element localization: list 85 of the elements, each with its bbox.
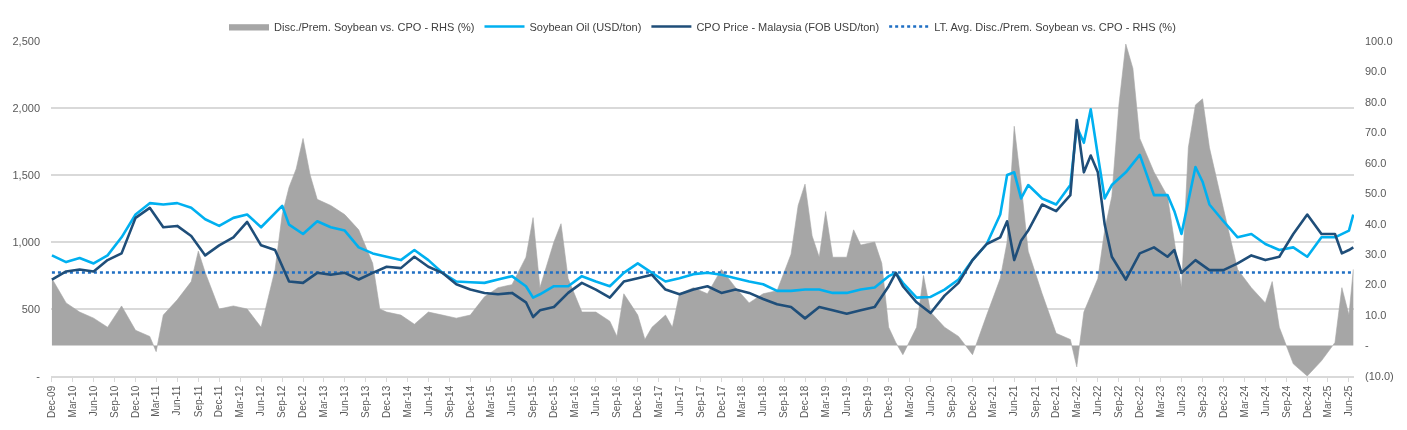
x-tick-label: Jun-11 [171, 385, 183, 416]
y2-tick-label: 100.0 [1365, 34, 1393, 47]
x-tick-label: Dec-14 [464, 385, 476, 418]
legend-label: Soybean Oil (USD/ton) [529, 20, 642, 33]
x-tick-label: Mar-20 [903, 385, 915, 418]
y2-tick-label: 50.0 [1365, 187, 1387, 200]
x-tick-label: Jun-10 [87, 385, 99, 417]
y-tick-label: 1,000 [12, 235, 40, 248]
x-tick-label: Dec-21 [1050, 385, 1062, 418]
x-tick-label: Jun-15 [506, 385, 518, 417]
x-tick-label: Jun-22 [1092, 385, 1104, 417]
y2-tick-label: (10.0) [1365, 369, 1394, 382]
x-tick-label: Sep-13 [360, 385, 372, 418]
x-tick-label: Jun-17 [673, 385, 685, 417]
x-tick-label: Dec-19 [882, 385, 894, 418]
x-tick-label: Sep-16 [611, 385, 623, 418]
x-tick-label: Dec-18 [799, 385, 811, 418]
x-tick-label: Dec-10 [129, 385, 141, 418]
x-tick-label: Mar-22 [1071, 385, 1083, 418]
x-tick-label: Sep-11 [192, 385, 204, 418]
x-tick-label: Jun-14 [422, 385, 434, 417]
x-tick-label: Mar-16 [569, 385, 581, 418]
x-tick-label: Mar-14 [401, 385, 413, 418]
x-tick-label: Jun-24 [1259, 385, 1271, 417]
x-tick-label: Sep-18 [778, 385, 790, 418]
x-tick-label: Jun-23 [1175, 385, 1187, 417]
x-tick-label: Mar-19 [819, 385, 831, 418]
legend-label: CPO Price - Malaysia (FOB USD/ton) [696, 20, 880, 33]
x-tick-label: Mar-15 [485, 385, 497, 418]
x-tick-label: Sep-20 [945, 385, 957, 418]
x-tick-label: Dec-15 [548, 385, 560, 418]
x-tick-label: Sep-14 [443, 385, 455, 418]
y2-tick-label: 60.0 [1365, 156, 1387, 169]
y-tick-label: 2,000 [12, 101, 40, 114]
y2-tick-label: - [1365, 339, 1369, 352]
x-tick-label: Dec-24 [1301, 385, 1313, 418]
y2-tick-label: 10.0 [1365, 308, 1387, 321]
x-tick-label: Sep-23 [1196, 385, 1208, 418]
x-tick-label: Jun-20 [924, 385, 936, 417]
x-tick-label: Mar-21 [987, 385, 999, 418]
x-tick-label: Jun-25 [1343, 385, 1355, 417]
x-tick-label: Mar-23 [1154, 385, 1166, 418]
x-tick-label: Sep-10 [108, 385, 120, 418]
x-tick-label: Jun-16 [590, 385, 602, 417]
x-tick-label: Dec-09 [46, 385, 58, 418]
x-tick-label: Mar-17 [652, 385, 664, 418]
y2-tick-label: 20.0 [1365, 278, 1387, 291]
x-tick-label: Jun-13 [338, 385, 350, 417]
x-tick-label: Dec-13 [380, 385, 392, 418]
y-tick-label: 1,500 [12, 168, 40, 181]
x-tick-label: Sep-21 [1029, 385, 1041, 418]
legend-label: LT. Avg. Disc./Prem. Soybean vs. CPO - RHS (%) [934, 20, 1176, 33]
x-tick-label: Sep-24 [1280, 385, 1292, 418]
x-tick-label: Sep-15 [527, 385, 539, 418]
y-tick-label: - [36, 369, 41, 382]
x-tick-label: Dec-12 [297, 385, 309, 418]
x-tick-label: Dec-23 [1217, 385, 1229, 418]
x-tick-label: Jun-18 [757, 385, 769, 417]
x-tick-label: Dec-22 [1134, 385, 1146, 418]
x-tick-label: Mar-18 [736, 385, 748, 418]
x-tick-label: Sep-22 [1113, 385, 1125, 418]
x-tick-label: Mar-24 [1238, 385, 1250, 418]
x-tick-label: Dec-16 [632, 385, 644, 418]
y-tick-label: 500 [21, 302, 40, 315]
y2-tick-label: 40.0 [1365, 217, 1387, 230]
x-tick-label: Sep-17 [694, 385, 706, 418]
x-tick-label: Jun-12 [255, 385, 267, 417]
x-tick-label: Jun-21 [1008, 385, 1020, 417]
x-tick-label: Mar-10 [66, 385, 78, 418]
y2-tick-label: 80.0 [1365, 95, 1387, 108]
x-tick-label: Mar-11 [150, 385, 162, 417]
y2-tick-label: 70.0 [1365, 126, 1387, 139]
x-tick-label: Dec-20 [966, 385, 978, 418]
y-tick-label: 2,500 [12, 34, 40, 47]
x-tick-label: Sep-12 [276, 385, 288, 418]
x-tick-label: Dec-17 [715, 385, 727, 418]
x-tick-label: Jun-19 [840, 385, 852, 417]
x-tick-label: Mar-25 [1322, 385, 1334, 418]
x-tick-label: Mar-12 [234, 385, 246, 418]
x-tick-label: Sep-19 [862, 385, 874, 418]
x-tick-label: Dec-11 [213, 385, 225, 418]
x-tick-label: Mar-13 [317, 385, 329, 418]
legend-label: Disc./Prem. Soybean vs. CPO - RHS (%) [274, 20, 475, 33]
y2-tick-label: 90.0 [1365, 65, 1387, 78]
y2-tick-label: 30.0 [1365, 248, 1387, 261]
